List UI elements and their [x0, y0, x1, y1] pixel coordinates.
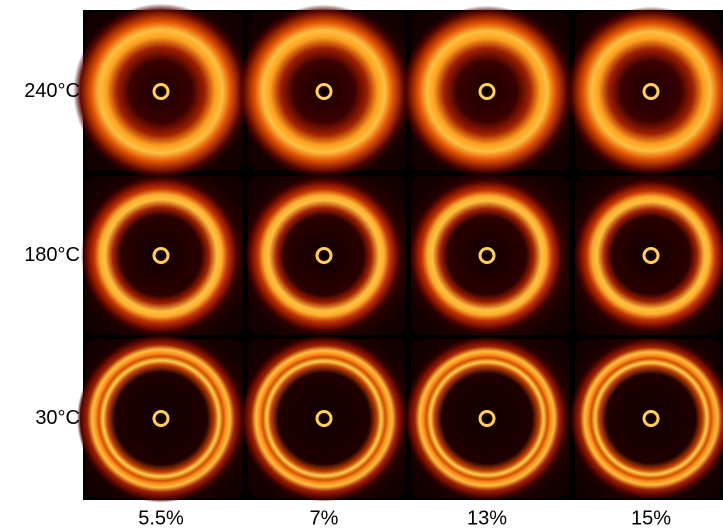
beam-stop-center: [484, 89, 490, 95]
beam-stop-center: [158, 89, 164, 95]
beam-stop-center: [484, 416, 490, 422]
row-label: 180°C: [24, 244, 80, 266]
beam-stop-center: [321, 89, 327, 95]
figure: 240°C 180°C 30°C 5.5% 7% 13% 15%: [0, 0, 723, 530]
page: 240°C180°C30°C5.5%7%13%15% (() => { cons…: [0, 0, 723, 530]
beam-stop-center: [648, 89, 654, 95]
beam-stop-center: [321, 416, 327, 422]
column-label: 13%: [467, 507, 507, 529]
row-label: 30°C: [35, 407, 80, 429]
beam-stop-center: [648, 416, 654, 422]
column-label: 15%: [631, 507, 671, 529]
beam-stop-center: [158, 416, 164, 422]
beam-stop-center: [484, 253, 490, 259]
column-label: 7%: [310, 507, 339, 529]
column-label: 5.5%: [138, 507, 184, 529]
beam-stop-center: [648, 253, 654, 259]
beam-stop-center: [158, 253, 164, 259]
beam-stop-center: [321, 253, 327, 259]
row-label: 240°C: [24, 80, 80, 102]
